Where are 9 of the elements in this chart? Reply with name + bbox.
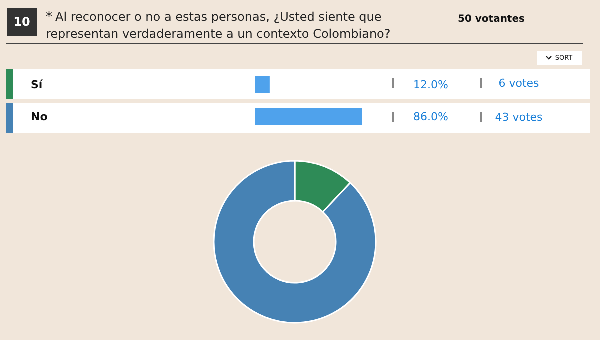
text: *: [46, 10, 52, 25]
text: 6 votes: [498, 77, 540, 90]
data-label: 86.0%: [414, 110, 448, 124]
text: 50 votantes: [458, 14, 525, 25]
text: 10: [7, 8, 37, 36]
data-label: 12.0%: [414, 78, 448, 92]
y-tick-label: Sí: [31, 78, 44, 92]
text: 43 votes: [494, 111, 544, 124]
y-tick-label: No: [31, 110, 48, 124]
